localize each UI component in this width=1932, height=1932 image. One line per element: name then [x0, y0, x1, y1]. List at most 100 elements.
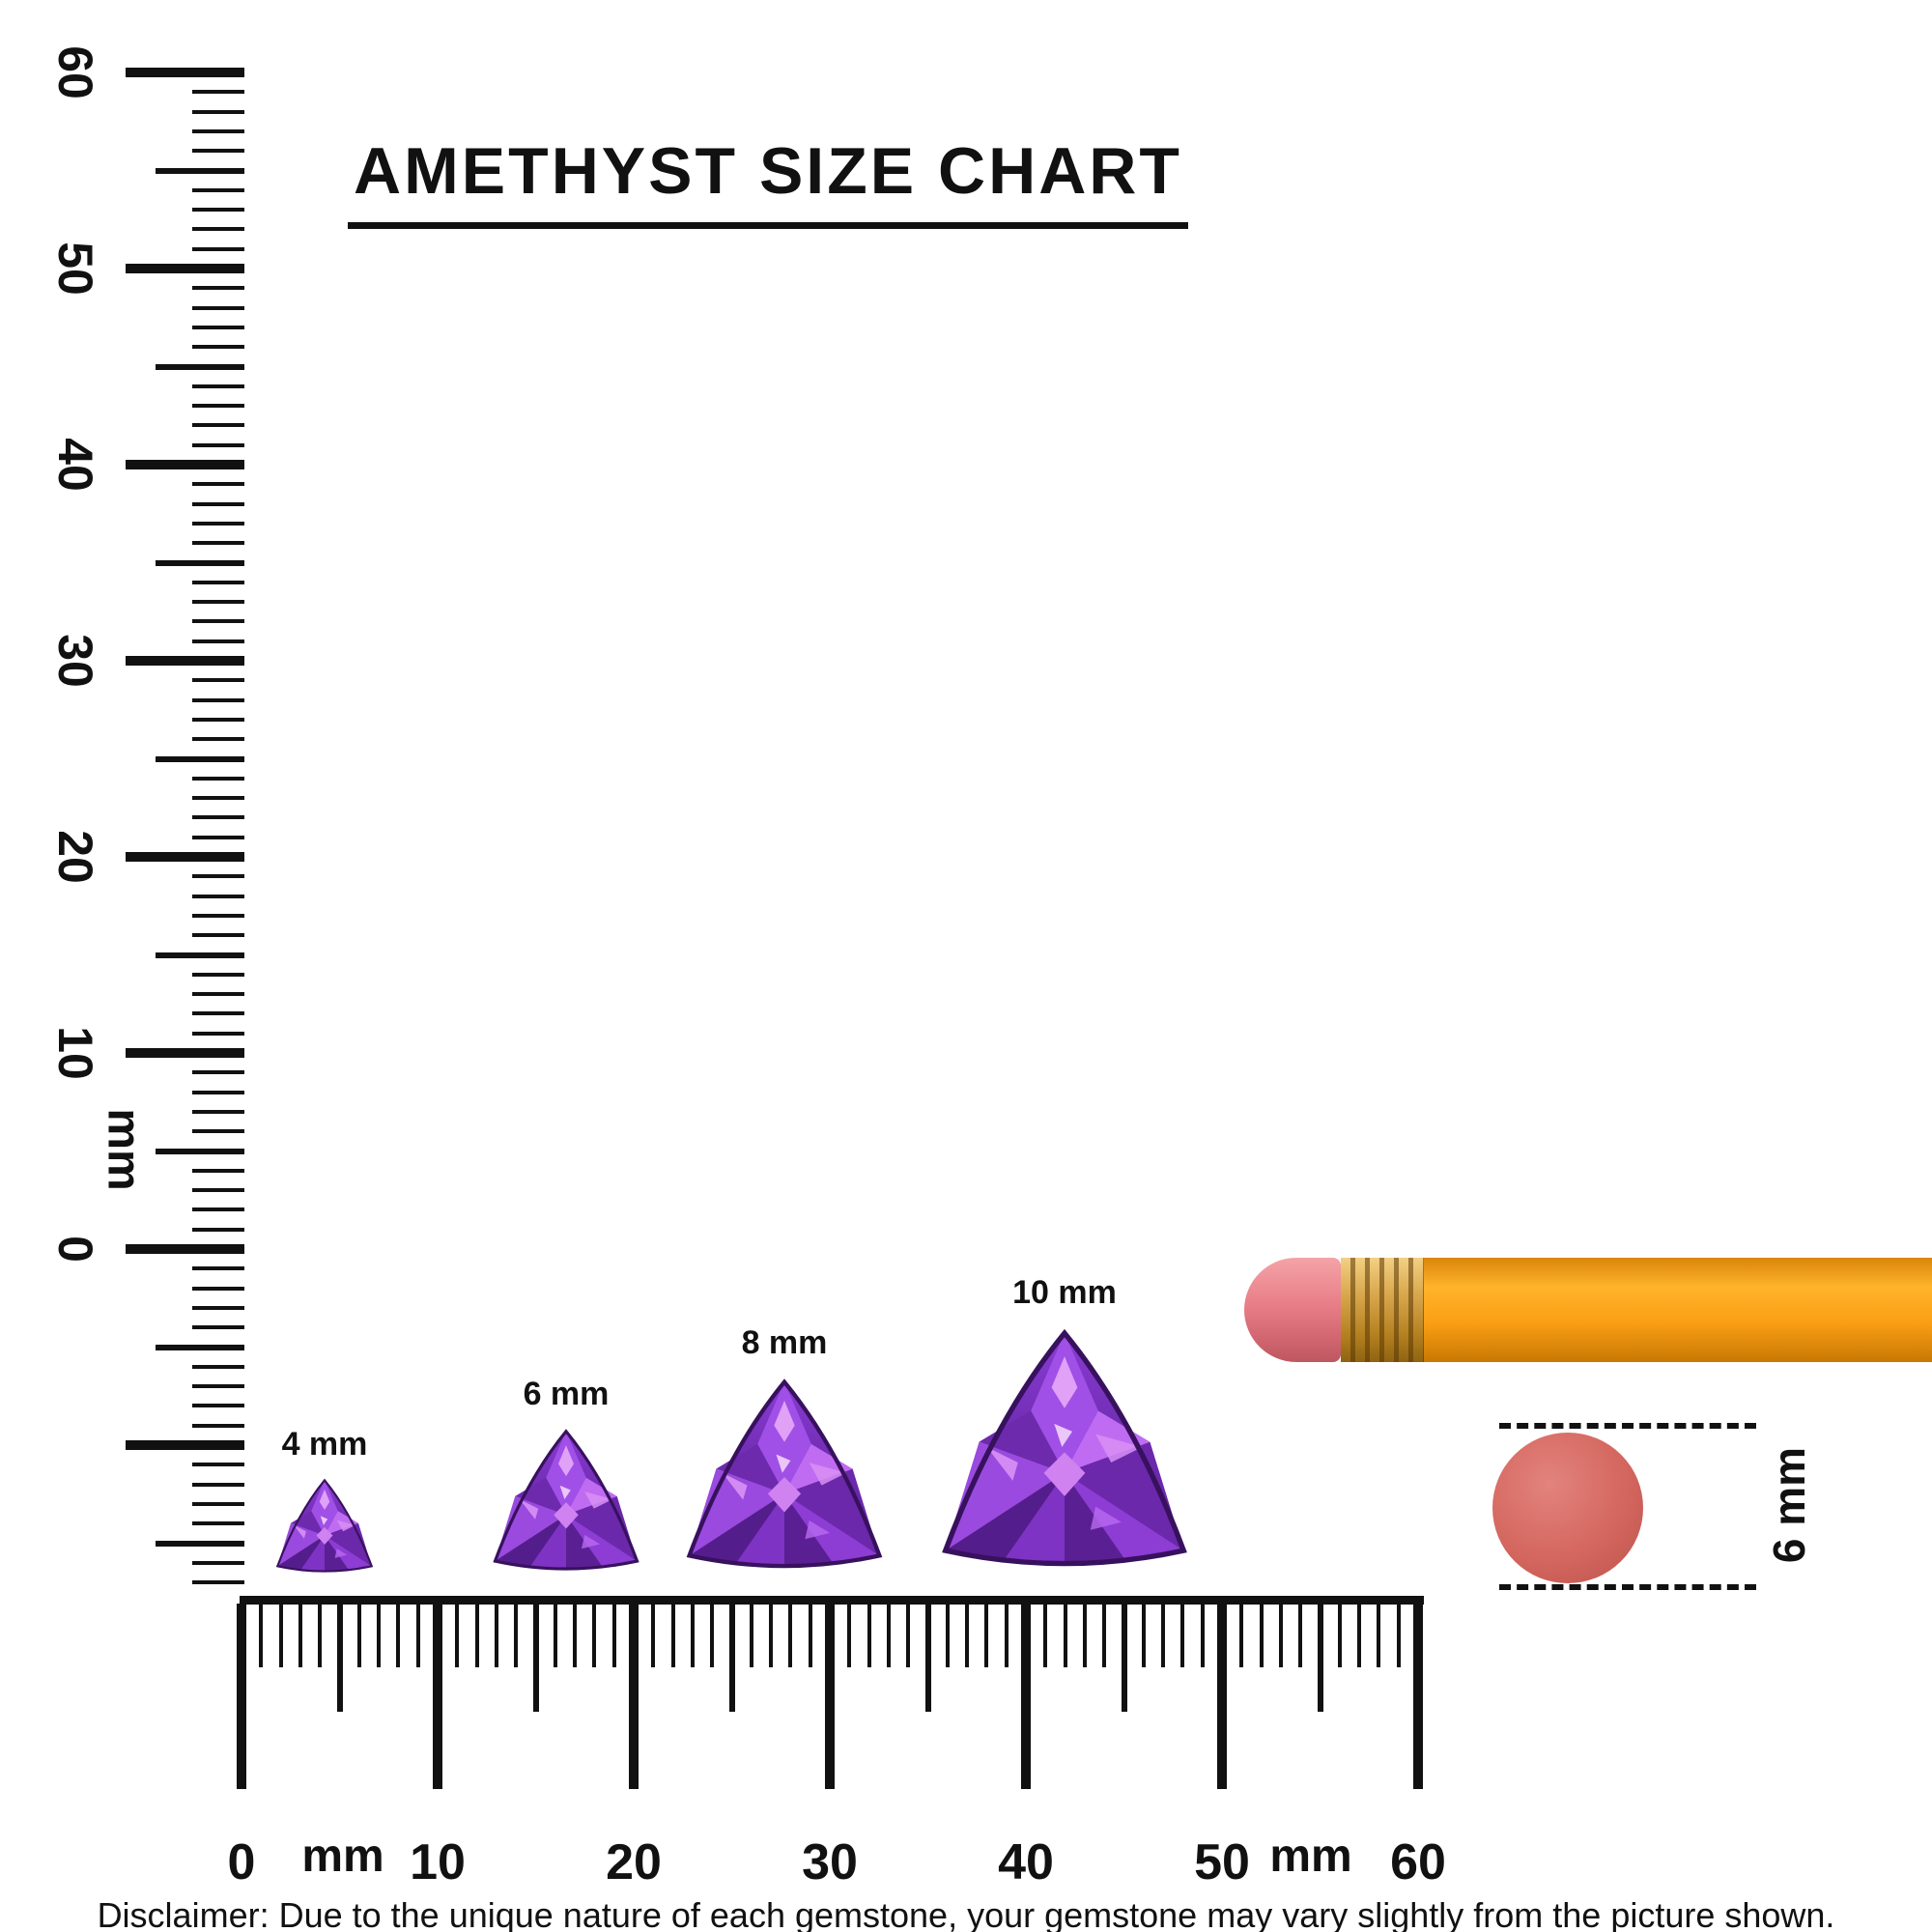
ruler-tick	[1298, 1604, 1303, 1667]
h-ruler-label-40: 40	[998, 1834, 1054, 1890]
ruler-tick	[192, 835, 244, 839]
amethyst-trillion-icon	[681, 1376, 888, 1577]
ruler-tick	[1021, 1604, 1031, 1789]
ruler-tick	[769, 1604, 774, 1667]
ruler-tick	[592, 1604, 597, 1667]
ruler-tick	[192, 580, 244, 584]
v-ruler-label-0: 0	[48, 1236, 102, 1263]
measure-line-top	[1499, 1423, 1756, 1429]
ruler-tick	[298, 1604, 302, 1667]
ruler-tick	[396, 1604, 401, 1667]
ruler-tick	[156, 755, 244, 762]
ruler-tick	[192, 482, 244, 487]
gem-size-label: 8 mm	[741, 1324, 828, 1361]
ruler-tick	[192, 1423, 244, 1428]
ruler-tick	[611, 1604, 616, 1667]
ruler-tick	[156, 1540, 244, 1547]
ruler-tick	[1377, 1604, 1381, 1667]
ruler-tick	[192, 600, 244, 605]
ruler-tick	[192, 1090, 244, 1094]
ruler-tick	[156, 952, 244, 958]
ruler-tick	[1200, 1604, 1205, 1667]
gem-6mm: 6 mm	[489, 1376, 643, 1577]
ruler-tick	[192, 639, 244, 643]
ruler-tick	[192, 894, 244, 898]
ruler-tick	[1357, 1604, 1362, 1667]
ruler-tick	[192, 1129, 244, 1134]
ruler-tick	[494, 1604, 498, 1667]
ruler-tick	[532, 1604, 539, 1712]
ruler-tick	[126, 852, 244, 862]
ruler-tick	[1063, 1604, 1067, 1667]
pencil-ferrule-icon	[1341, 1258, 1424, 1362]
ruler-tick	[886, 1604, 891, 1667]
ruler-tick	[192, 776, 244, 781]
ruler-tick	[126, 656, 244, 666]
ruler-tick	[514, 1604, 519, 1667]
ruler-tick	[192, 1521, 244, 1526]
ruler-tick	[126, 68, 244, 77]
ruler-tick	[415, 1604, 420, 1667]
ruler-tick	[1082, 1604, 1087, 1667]
gem-size-label: 10 mm	[1012, 1274, 1117, 1311]
ruler-tick	[192, 109, 244, 114]
ruler-tick	[192, 1305, 244, 1310]
ruler-tick	[192, 423, 244, 428]
ruler-tick	[192, 246, 244, 251]
ruler-tick	[749, 1604, 753, 1667]
ruler-tick	[455, 1604, 460, 1667]
ruler-tick	[192, 815, 244, 820]
ruler-tick	[192, 1031, 244, 1036]
horizontal-ruler-spine	[240, 1596, 1424, 1605]
ruler-tick	[710, 1604, 715, 1667]
ruler-tick	[1180, 1604, 1185, 1667]
ruler-tick	[259, 1604, 264, 1667]
ruler-tick	[192, 678, 244, 683]
ruler-tick	[192, 1482, 244, 1487]
ruler-tick	[192, 305, 244, 310]
ruler-tick	[192, 1286, 244, 1291]
ruler-tick	[192, 1384, 244, 1389]
v-ruler-label-10: 10	[48, 1026, 102, 1080]
ruler-tick	[126, 1440, 244, 1450]
gem-size-label: 6 mm	[523, 1376, 610, 1412]
ruler-tick	[192, 913, 244, 918]
ruler-tick	[192, 1501, 244, 1506]
ruler-tick	[192, 933, 244, 938]
h-ruler-label-10: 10	[410, 1834, 466, 1890]
ruler-tick	[1396, 1604, 1401, 1667]
v-ruler-label-40: 40	[48, 438, 102, 492]
ruler-tick	[192, 345, 244, 350]
ruler-tick	[192, 404, 244, 409]
ruler-tick	[192, 1227, 244, 1232]
ruler-tick	[192, 1070, 244, 1075]
ruler-tick	[318, 1604, 323, 1667]
ruler-tick	[192, 541, 244, 546]
gem-size-label: 4 mm	[281, 1426, 368, 1463]
ruler-tick	[336, 1604, 343, 1712]
ruler-tick	[1141, 1604, 1146, 1667]
ruler-tick	[192, 717, 244, 722]
amethyst-trillion-icon	[276, 1479, 373, 1573]
ruler-tick	[1217, 1604, 1227, 1789]
ruler-tick	[192, 1463, 244, 1467]
v-ruler-label-50: 50	[48, 242, 102, 296]
gem-4mm: 4 mm	[273, 1426, 376, 1577]
ruler-tick	[192, 737, 244, 742]
ruler-tick	[965, 1604, 970, 1667]
ruler-tick	[788, 1604, 793, 1667]
ruler-tick	[126, 460, 244, 469]
ruler-tick	[1259, 1604, 1264, 1667]
ruler-tick	[156, 363, 244, 370]
h-ruler-label-50: 50	[1194, 1834, 1250, 1890]
ruler-tick	[192, 1325, 244, 1330]
ruler-tick	[192, 1580, 244, 1585]
ruler-tick	[126, 1244, 244, 1254]
ruler-tick	[825, 1604, 835, 1789]
ruler-tick	[847, 1604, 852, 1667]
ruler-tick	[237, 1604, 246, 1789]
ruler-tick	[924, 1604, 931, 1712]
